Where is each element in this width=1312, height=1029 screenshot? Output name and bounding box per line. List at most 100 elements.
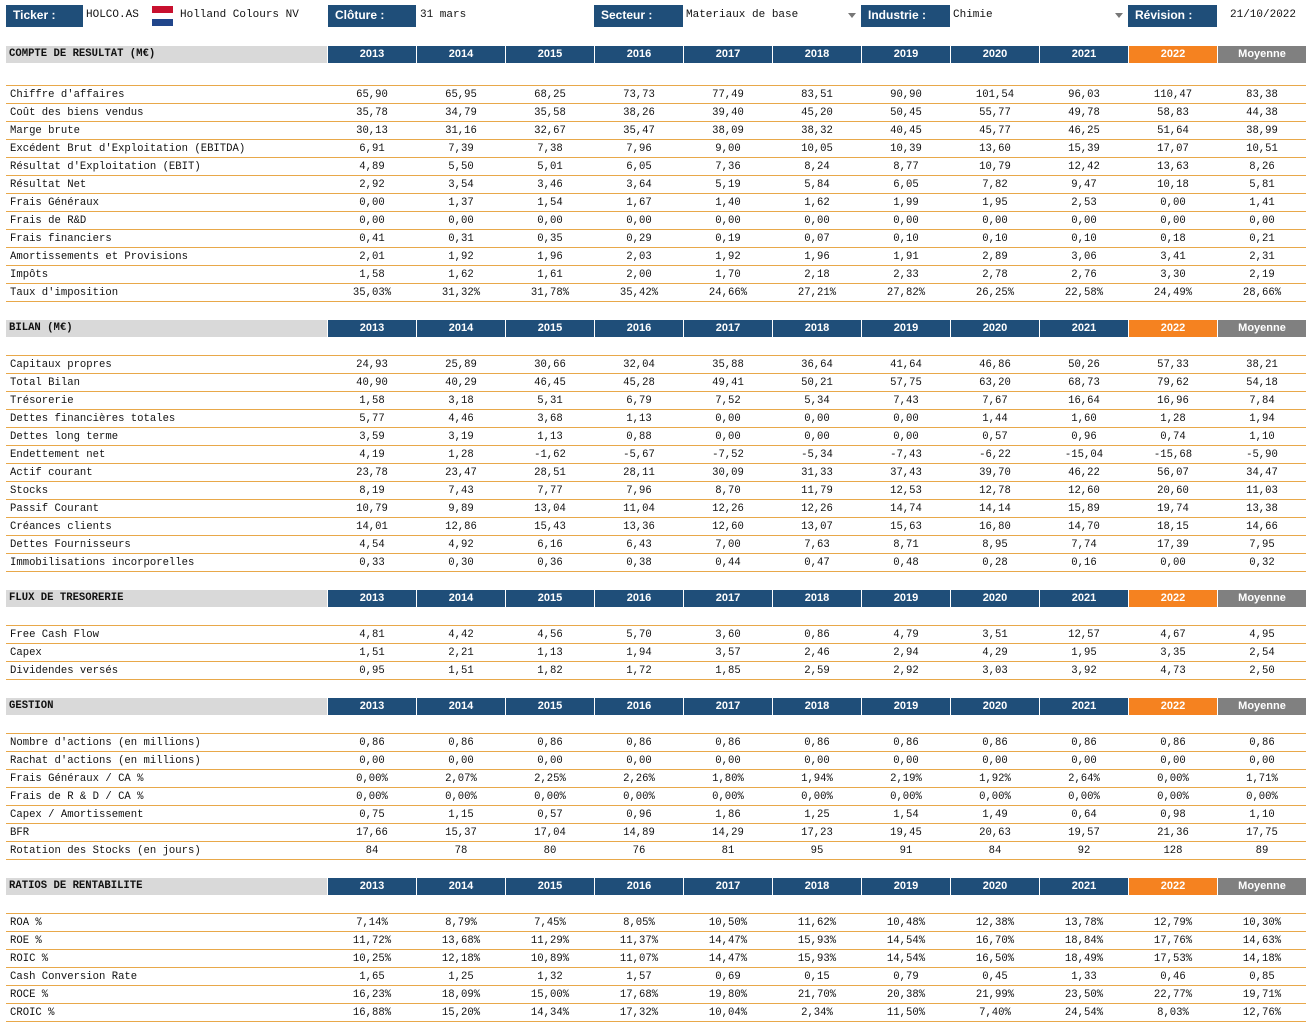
row-label: Créances clients [10,521,112,533]
cell-value: 0,86 [804,629,830,641]
cell-value: 39,70 [979,467,1011,479]
cell-value: 0,00 [1160,215,1186,227]
cell-value: 1,95 [982,197,1008,209]
cell-value: 0,86 [1160,737,1186,749]
column-header: 2014 [417,46,505,63]
cell-value: 0,86 [537,737,563,749]
cell-value: 1,28 [1160,413,1186,425]
sector[interactable]: Materiaux de base [686,9,799,21]
row-label: Dividendes versés [10,665,119,677]
cell-value: 12,60 [712,521,744,533]
column-header: 2016 [595,698,683,715]
row-label: Free Cash Flow [10,629,100,641]
column-header: 2017 [684,590,772,607]
cell-value: 13,04 [534,503,566,515]
cell-value: 17,39 [1157,539,1189,551]
cell-value: 3,41 [1160,251,1186,263]
cell-value: 12,79% [1153,917,1193,929]
row-label: Actif courant [10,467,93,479]
cell-value: 1,58 [359,269,385,281]
cell-value: 1,95 [1071,647,1097,659]
cell-value: 57,33 [1157,359,1189,371]
row-border [6,157,1306,158]
cell-value: 1,80% [712,773,744,785]
cell-value: 2,26% [623,773,655,785]
cell-value: 0,00 [359,215,385,227]
column-header: 2013 [328,590,416,607]
row-label: ROCE % [10,989,49,1001]
cell-value: 2,19 [1249,269,1275,281]
industry[interactable]: Chimie [953,9,993,21]
cell-value: 68,73 [1068,377,1100,389]
cell-value: 1,94% [801,773,833,785]
cell-value: 0,96 [1071,431,1097,443]
cell-value: 5,31 [537,395,563,407]
cell-value: 4,46 [448,413,474,425]
cell-value: 12,42 [1068,161,1100,173]
column-header: 2013 [328,698,416,715]
cell-value: 0,86 [626,737,652,749]
cell-value: 0,00 [804,215,830,227]
cell-value: 5,34 [804,395,830,407]
row-label: Marge brute [10,125,80,137]
cell-value: 1,67 [626,197,652,209]
cell-value: 8,70 [715,485,741,497]
cell-value: 12,26 [801,503,833,515]
row-border [6,913,1306,914]
column-header: 2022 [1129,320,1217,337]
cell-value: 46,45 [534,377,566,389]
cell-value: 0,16 [1071,557,1097,569]
column-header: 2022 [1129,590,1217,607]
cell-value: 0,00 [1071,755,1097,767]
row-border [6,355,1306,356]
cell-value: 20,60 [1157,485,1189,497]
cell-value: 10,50% [708,917,748,929]
cell-value: 56,07 [1157,467,1189,479]
cell-value: 30,09 [712,467,744,479]
row-label: Résultat d'Exploitation (EBIT) [10,161,201,173]
cell-value: 1,33 [1071,971,1097,983]
cell-value: 35,88 [712,359,744,371]
cell-value: 1,57 [626,971,652,983]
column-header: 2016 [595,320,683,337]
cell-value: 37,43 [890,467,922,479]
row-border [6,643,1306,644]
dropdown-arrow[interactable] [848,13,856,18]
cell-value: 0,86 [1071,737,1097,749]
cell-value: 13,68% [441,935,481,947]
column-header: 2021 [1040,590,1128,607]
cell-value: 38,99 [1246,125,1278,137]
cell-value: 19,80% [708,989,748,1001]
row-label: Amortissements et Provisions [10,251,189,263]
cell-value: 7,14% [356,917,388,929]
row-border [6,445,1306,446]
cell-value: 2,18 [804,269,830,281]
cell-value: 1,96 [804,251,830,263]
column-header: 2019 [862,590,950,607]
cell-value: 31,33 [801,467,833,479]
cell-value: 1,13 [537,647,563,659]
row-border [6,103,1306,104]
cell-value: 4,19 [359,449,385,461]
cell-value: 7,43 [893,395,919,407]
cell-value: 1,44 [982,413,1008,425]
cell-value: -6,22 [979,449,1011,461]
cell-value: 4,73 [1160,665,1186,677]
cell-value: 2,54 [1249,647,1275,659]
cell-value: 6,05 [626,161,652,173]
column-header: 2017 [684,320,772,337]
cell-value: 17,66 [356,827,388,839]
cell-value: 10,30% [1242,917,1282,929]
cell-value: 35,47 [623,125,655,137]
cell-value: 15,93% [797,935,837,947]
cell-value: 3,54 [448,179,474,191]
cell-value: 14,66 [1246,521,1278,533]
cell-value: 17,53% [1153,953,1193,965]
column-header: 2019 [862,878,950,895]
cell-value: 16,50% [975,953,1015,965]
cell-value: 0,00% [979,791,1011,803]
dropdown-arrow[interactable] [1115,13,1123,18]
cell-value: 10,79 [979,161,1011,173]
cell-value: 15,43 [534,521,566,533]
row-border [6,1021,1306,1022]
